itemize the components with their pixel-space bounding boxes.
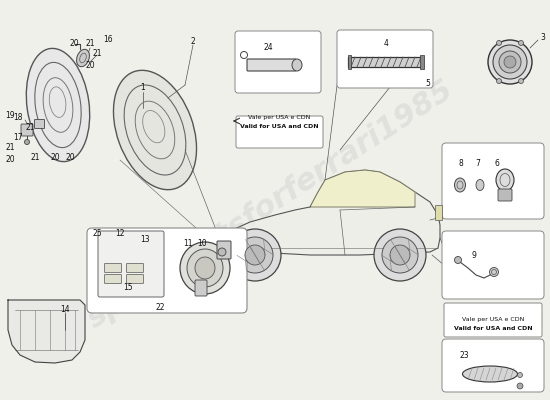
Ellipse shape bbox=[26, 48, 90, 162]
Polygon shape bbox=[310, 170, 415, 207]
FancyBboxPatch shape bbox=[126, 264, 144, 272]
Ellipse shape bbox=[518, 372, 522, 378]
Text: 20: 20 bbox=[5, 156, 15, 164]
Ellipse shape bbox=[476, 180, 484, 190]
Text: 21: 21 bbox=[25, 124, 35, 132]
Ellipse shape bbox=[180, 242, 230, 294]
Bar bbox=[420, 55, 424, 69]
Text: 4: 4 bbox=[383, 38, 388, 48]
Polygon shape bbox=[210, 170, 440, 278]
Text: 18: 18 bbox=[13, 114, 23, 122]
Ellipse shape bbox=[113, 70, 196, 190]
Ellipse shape bbox=[187, 249, 223, 287]
FancyBboxPatch shape bbox=[126, 274, 144, 284]
FancyBboxPatch shape bbox=[442, 143, 544, 219]
Text: 12: 12 bbox=[116, 228, 125, 238]
Ellipse shape bbox=[504, 56, 516, 68]
FancyBboxPatch shape bbox=[436, 206, 443, 220]
Bar bbox=[348, 55, 351, 69]
Ellipse shape bbox=[292, 59, 302, 71]
FancyBboxPatch shape bbox=[236, 116, 323, 148]
Text: 25: 25 bbox=[92, 228, 102, 238]
Ellipse shape bbox=[195, 257, 215, 279]
FancyBboxPatch shape bbox=[442, 339, 544, 392]
Text: 14: 14 bbox=[60, 306, 70, 314]
Ellipse shape bbox=[517, 383, 523, 389]
Ellipse shape bbox=[382, 237, 418, 273]
Ellipse shape bbox=[229, 229, 281, 281]
Text: 19: 19 bbox=[5, 110, 15, 120]
Text: 21: 21 bbox=[85, 38, 95, 48]
Text: 20: 20 bbox=[65, 154, 75, 162]
Ellipse shape bbox=[497, 40, 502, 46]
Ellipse shape bbox=[463, 366, 518, 382]
Ellipse shape bbox=[488, 40, 532, 84]
Text: 13: 13 bbox=[140, 236, 150, 244]
FancyBboxPatch shape bbox=[87, 228, 247, 313]
FancyBboxPatch shape bbox=[195, 280, 207, 296]
Ellipse shape bbox=[390, 245, 410, 265]
Ellipse shape bbox=[374, 229, 426, 281]
Ellipse shape bbox=[499, 51, 521, 73]
Text: 20: 20 bbox=[69, 38, 79, 48]
FancyBboxPatch shape bbox=[235, 31, 321, 93]
Text: 24: 24 bbox=[263, 44, 273, 52]
Ellipse shape bbox=[216, 234, 228, 242]
FancyBboxPatch shape bbox=[348, 57, 423, 67]
FancyBboxPatch shape bbox=[442, 231, 544, 299]
FancyBboxPatch shape bbox=[217, 241, 231, 259]
Text: 3: 3 bbox=[541, 34, 546, 42]
Text: 5: 5 bbox=[426, 78, 431, 88]
Text: 23: 23 bbox=[459, 352, 469, 360]
Ellipse shape bbox=[454, 178, 465, 192]
FancyBboxPatch shape bbox=[104, 274, 122, 284]
Text: 20: 20 bbox=[85, 60, 95, 70]
Ellipse shape bbox=[519, 78, 524, 84]
Text: 8: 8 bbox=[459, 160, 463, 168]
Text: 11: 11 bbox=[183, 240, 192, 248]
FancyBboxPatch shape bbox=[98, 231, 164, 297]
Ellipse shape bbox=[454, 256, 461, 264]
FancyBboxPatch shape bbox=[35, 120, 45, 128]
Ellipse shape bbox=[496, 169, 514, 191]
Text: 17: 17 bbox=[13, 134, 23, 142]
Ellipse shape bbox=[237, 237, 273, 273]
Ellipse shape bbox=[493, 45, 527, 79]
Text: 7: 7 bbox=[476, 160, 481, 168]
FancyBboxPatch shape bbox=[247, 59, 296, 71]
Text: 21: 21 bbox=[30, 154, 40, 162]
Text: 9: 9 bbox=[471, 250, 476, 260]
Ellipse shape bbox=[218, 248, 226, 256]
Text: 21: 21 bbox=[6, 144, 15, 152]
Text: Vale per USA e CDN: Vale per USA e CDN bbox=[248, 116, 310, 120]
Text: 20: 20 bbox=[50, 154, 60, 162]
Text: Valid for USA and CDN: Valid for USA and CDN bbox=[454, 326, 532, 332]
Text: 16: 16 bbox=[103, 36, 113, 44]
Text: 15: 15 bbox=[123, 284, 133, 292]
Ellipse shape bbox=[76, 49, 90, 67]
FancyBboxPatch shape bbox=[444, 303, 542, 337]
Text: 1: 1 bbox=[141, 84, 145, 92]
Text: 2: 2 bbox=[191, 38, 195, 46]
FancyBboxPatch shape bbox=[337, 30, 433, 88]
FancyBboxPatch shape bbox=[104, 264, 122, 272]
Ellipse shape bbox=[497, 78, 502, 84]
Ellipse shape bbox=[490, 268, 498, 276]
Text: 22: 22 bbox=[155, 304, 165, 312]
Ellipse shape bbox=[519, 40, 524, 46]
FancyBboxPatch shape bbox=[498, 189, 512, 201]
Text: 10: 10 bbox=[197, 240, 207, 248]
Text: 6: 6 bbox=[494, 160, 499, 168]
Text: Vale per USA e CDN: Vale per USA e CDN bbox=[462, 318, 524, 322]
Polygon shape bbox=[8, 300, 85, 363]
Ellipse shape bbox=[245, 245, 265, 265]
FancyBboxPatch shape bbox=[21, 124, 33, 136]
Text: 21: 21 bbox=[92, 48, 102, 58]
Text: Valid for USA and CDN: Valid for USA and CDN bbox=[240, 124, 318, 130]
Text: sparepartsforferrari1985: sparepartsforferrari1985 bbox=[81, 76, 459, 334]
Ellipse shape bbox=[25, 140, 30, 144]
